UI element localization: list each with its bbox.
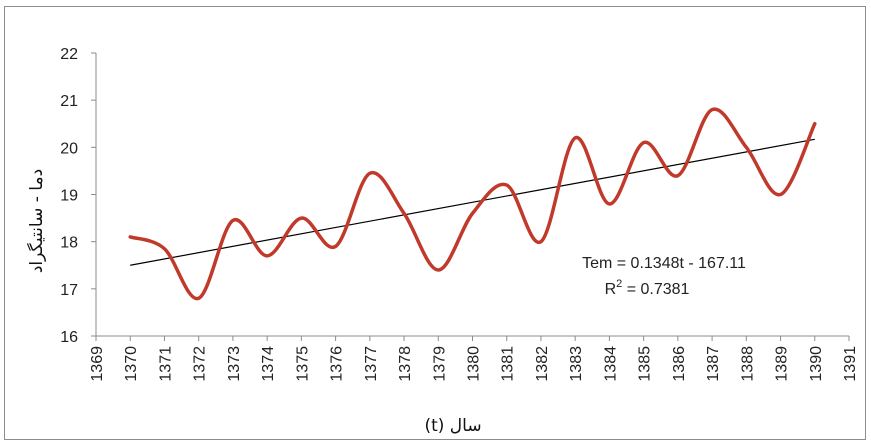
x-tick-label: 1391	[842, 346, 859, 382]
data-point	[334, 245, 337, 248]
x-tick-label: 1382	[534, 346, 551, 382]
x-axis-title: سال (t)	[424, 416, 481, 436]
x-tick-label: 1386	[671, 346, 688, 382]
axes	[95, 53, 849, 337]
y-tick-label: 21	[60, 93, 78, 110]
data-point	[471, 212, 474, 215]
r-squared-value: = 0.7381	[622, 281, 689, 298]
x-tick-label: 1375	[294, 346, 311, 382]
x-tick-label: 1381	[500, 346, 517, 382]
data-point	[608, 202, 611, 206]
x-tick-label: 1377	[363, 346, 380, 382]
data-point	[779, 193, 782, 196]
data-point	[368, 172, 372, 175]
data-point	[300, 216, 303, 220]
x-tick-label: 1374	[260, 346, 277, 382]
trendline-equation: Tem = 0.1348t - 167.11	[582, 255, 746, 272]
y-tick-label: 22	[60, 46, 78, 63]
y-tick-label: 18	[60, 235, 78, 252]
data-point	[745, 146, 748, 149]
data-point	[437, 268, 440, 272]
data-point	[573, 136, 577, 140]
data-point	[813, 122, 816, 125]
data-point	[539, 240, 543, 243]
data-point	[676, 174, 680, 177]
trendline	[130, 138, 815, 266]
r-squared-label: R2 = 0.7381	[605, 278, 690, 298]
r-squared-superscript: 2	[616, 278, 622, 290]
x-tick-label: 1389	[774, 346, 791, 382]
x-tick-label: 1390	[808, 346, 825, 382]
data-point	[163, 247, 166, 250]
x-tick-label: 1379	[431, 346, 448, 382]
ticks: 16 17 18 19 20 21 22 1369 1370 1371 1372 1373 1374 13…	[60, 46, 859, 382]
x-tick-label: 1387	[705, 346, 722, 382]
data-point	[129, 235, 132, 239]
data-point	[231, 219, 235, 222]
x-tick-label: 1385	[637, 346, 654, 382]
y-tick-label: 19	[60, 188, 78, 205]
x-tick-label: 1371	[157, 346, 174, 382]
data-point	[642, 141, 645, 144]
data-point	[505, 183, 508, 187]
x-tick-label: 1383	[568, 346, 585, 382]
x-tick-label: 1378	[397, 346, 414, 382]
x-tick-label: 1372	[192, 346, 209, 382]
y-tick-label: 20	[60, 140, 78, 157]
y-tick-label: 16	[60, 329, 78, 346]
r-squared-prefix: R	[605, 281, 617, 298]
x-tick-label: 1380	[466, 346, 483, 382]
x-tick-label: 1384	[602, 346, 619, 382]
x-tick-label: 1369	[89, 346, 106, 382]
x-tick-label: 1388	[739, 346, 756, 382]
series-line	[128, 107, 817, 301]
data-points	[129, 108, 816, 300]
chart-frame	[4, 6, 866, 440]
data-point	[402, 212, 406, 215]
data-point	[710, 108, 714, 111]
x-tick-label: 1370	[123, 346, 140, 382]
y-axis-title: دما - سانتیگراد	[26, 169, 47, 273]
data-point	[197, 297, 200, 300]
x-tick-label: 1376	[329, 346, 346, 382]
x-tick-label: 1373	[226, 346, 243, 382]
data-point	[265, 254, 269, 258]
y-tick-label: 17	[60, 282, 78, 299]
